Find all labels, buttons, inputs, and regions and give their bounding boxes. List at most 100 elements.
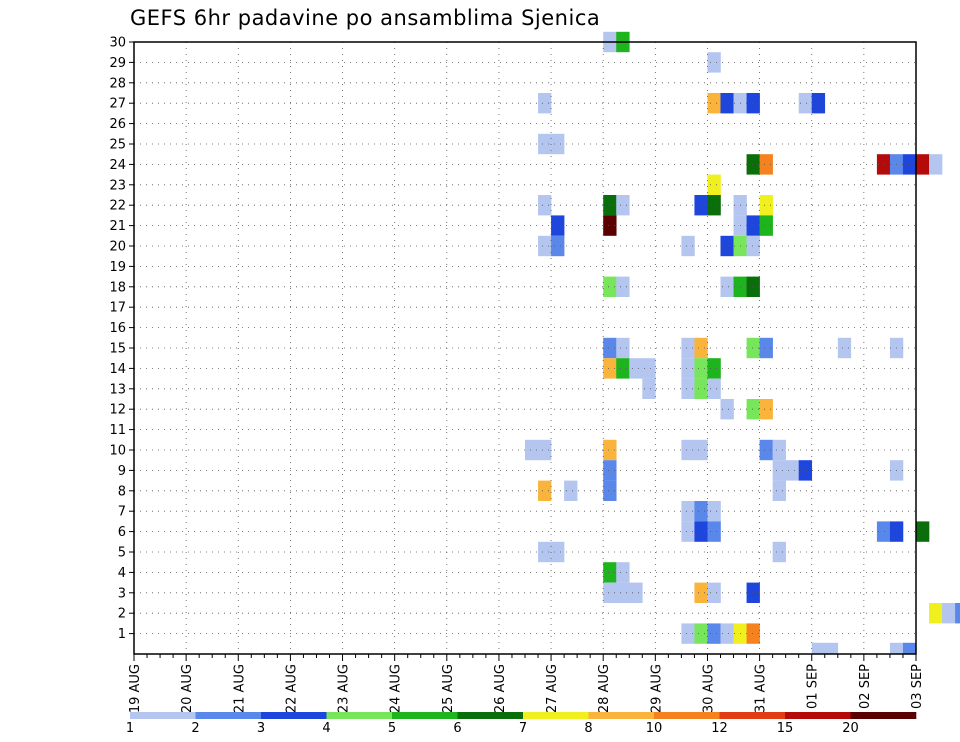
heatmap-cell bbox=[746, 154, 760, 175]
heatmap-cell bbox=[902, 642, 917, 654]
heatmap-cell bbox=[694, 358, 708, 379]
y-tick-label: 12 bbox=[109, 403, 126, 418]
y-tick-label: 10 bbox=[109, 444, 126, 459]
x-tick-label: 23 AUG bbox=[337, 664, 352, 713]
heatmap-cell bbox=[720, 235, 734, 257]
heatmap-cell bbox=[616, 562, 630, 583]
x-tick-label: 03 SEP bbox=[910, 664, 925, 709]
heatmap-cell bbox=[629, 582, 643, 603]
heatmap-cell bbox=[798, 93, 813, 114]
heatmap-cell bbox=[720, 623, 734, 644]
heatmap-cell bbox=[902, 154, 917, 175]
heatmap-cell bbox=[642, 358, 656, 379]
legend-swatch bbox=[523, 712, 589, 719]
heatmap-cell bbox=[681, 337, 695, 359]
heatmap-cell bbox=[837, 337, 852, 359]
y-tick-label: 15 bbox=[109, 342, 126, 357]
plot-frame bbox=[133, 41, 917, 655]
heatmap-cell bbox=[538, 235, 552, 257]
y-tick-label: 25 bbox=[109, 138, 126, 153]
heatmap-cell bbox=[681, 378, 695, 399]
y-tick-label: 22 bbox=[109, 199, 126, 214]
heatmap-cell bbox=[876, 154, 891, 175]
heatmap-cell bbox=[772, 439, 786, 461]
legend-label: 2 bbox=[191, 721, 199, 736]
heatmap-cell bbox=[538, 133, 552, 155]
heatmap-cell bbox=[694, 195, 708, 216]
heatmap-cell bbox=[707, 582, 721, 603]
heatmap-cell bbox=[681, 623, 695, 644]
heatmap-cell bbox=[551, 541, 565, 563]
legend-swatch bbox=[326, 712, 393, 719]
x-tick-label: 26 AUG bbox=[493, 664, 508, 713]
x-tick-label: 20 AUG bbox=[180, 664, 195, 713]
heatmap-cell bbox=[681, 521, 695, 542]
heatmap-cell bbox=[525, 439, 539, 461]
heatmap-cell bbox=[916, 521, 930, 542]
heatmap-cell bbox=[642, 378, 656, 399]
heatmap-cell bbox=[916, 154, 930, 175]
heatmap-cell bbox=[694, 378, 708, 399]
legend-swatch bbox=[195, 712, 262, 719]
heatmap-cell bbox=[603, 582, 617, 603]
heatmap-cell bbox=[759, 439, 773, 461]
heatmap-cell bbox=[551, 215, 565, 236]
heatmap-cell bbox=[759, 195, 773, 216]
heatmap-cell bbox=[720, 276, 734, 297]
chart-title: GEFS 6hr padavine po ansamblima Sjenica bbox=[130, 6, 601, 30]
heatmap-cell bbox=[603, 562, 617, 583]
heatmap-cell bbox=[681, 358, 695, 379]
y-tick-label: 19 bbox=[109, 260, 126, 275]
y-tick-label: 8 bbox=[118, 484, 126, 499]
legend-label: 15 bbox=[777, 721, 794, 736]
x-tick-label: 22 AUG bbox=[284, 664, 299, 713]
color-legend: 1 2 3 4 5 6 7 8 10 12 15 20 bbox=[126, 712, 917, 736]
y-tick-label: 14 bbox=[109, 362, 126, 377]
heatmap-cell bbox=[538, 439, 552, 461]
heatmap-cell bbox=[955, 603, 960, 624]
heatmap-cell bbox=[746, 93, 760, 114]
heatmap-cell bbox=[707, 623, 721, 644]
heatmap-cell bbox=[707, 52, 721, 73]
heatmap-cell bbox=[929, 603, 943, 624]
heatmap-cell bbox=[759, 154, 773, 175]
heatmap-cell bbox=[811, 642, 826, 654]
y-tick-label: 3 bbox=[118, 586, 126, 601]
y-tick-label: 30 bbox=[109, 36, 126, 51]
heatmap-cell bbox=[564, 480, 578, 501]
heatmap-cell bbox=[759, 215, 773, 236]
heatmap-cell bbox=[603, 358, 617, 379]
x-tick-label: 02 SEP bbox=[858, 664, 873, 709]
legend-label: 8 bbox=[584, 721, 592, 736]
heatmap-cell bbox=[746, 235, 760, 257]
legend-swatch bbox=[392, 712, 458, 719]
heatmap-cell bbox=[681, 235, 695, 257]
heatmap-cell bbox=[603, 195, 617, 216]
y-tick-label: 13 bbox=[109, 382, 126, 397]
legend-swatch bbox=[785, 712, 851, 719]
heatmap-cell bbox=[694, 501, 708, 522]
heatmap-cell bbox=[876, 521, 891, 542]
y-axis-ticks: 1234567891011121314151617181920212223242… bbox=[109, 36, 134, 642]
legend-label: 7 bbox=[519, 721, 527, 736]
legend-label: 1 bbox=[126, 721, 134, 736]
x-tick-label: 28 AUG bbox=[597, 664, 612, 713]
heatmap-cell bbox=[707, 501, 721, 522]
heatmap-cell bbox=[889, 642, 904, 654]
x-tick-label: 25 AUG bbox=[441, 664, 456, 713]
legend-swatch bbox=[719, 712, 786, 719]
heatmap-cell bbox=[759, 399, 773, 420]
x-tick-label: 29 AUG bbox=[649, 664, 664, 713]
heatmap-cell bbox=[694, 623, 708, 644]
heatmap-cell bbox=[746, 623, 760, 644]
heatmap-cell bbox=[538, 93, 552, 114]
heatmap-cell bbox=[694, 582, 708, 603]
heatmap-cells bbox=[525, 31, 960, 654]
heatmap-cell bbox=[785, 460, 799, 481]
y-tick-label: 16 bbox=[109, 321, 126, 336]
x-tick-label: 30 AUG bbox=[701, 664, 716, 713]
heatmap-cell bbox=[694, 521, 708, 542]
legend-swatch bbox=[261, 712, 327, 719]
heatmap-cell bbox=[707, 521, 721, 542]
